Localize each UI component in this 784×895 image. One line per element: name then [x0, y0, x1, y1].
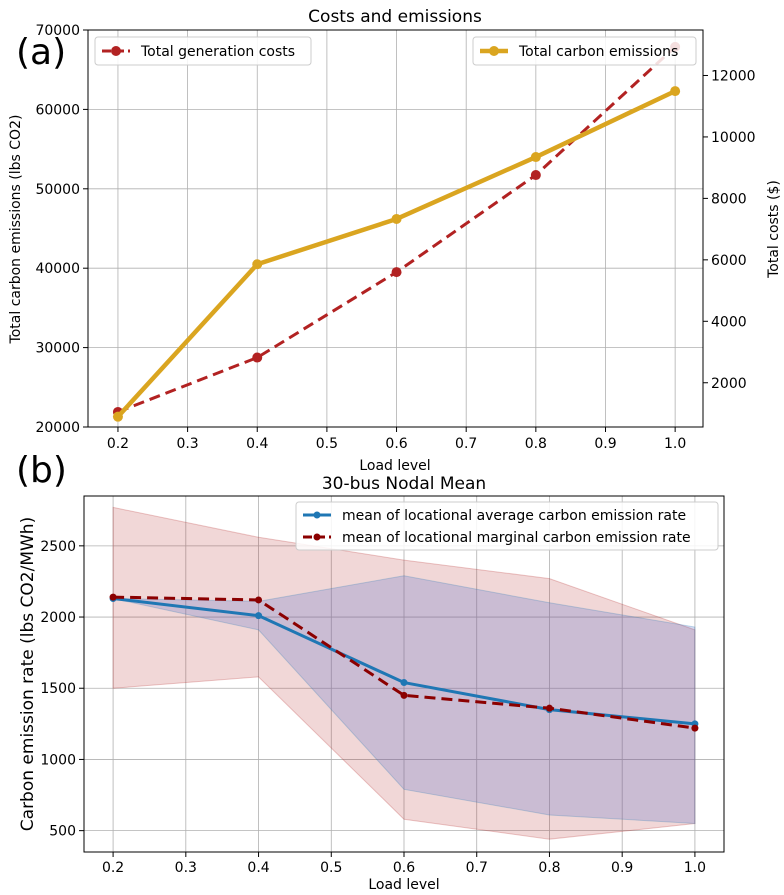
data-point: [112, 411, 123, 422]
chart-b-title: 30-bus Nodal Mean: [322, 474, 486, 494]
legend-marker: [489, 46, 499, 56]
data-point: [255, 612, 263, 620]
y-tick-label: 2000: [40, 610, 76, 626]
y-tick-label-left: 40000: [35, 261, 80, 277]
data-point: [391, 267, 402, 278]
data-point: [255, 596, 263, 604]
legend-marker: [313, 511, 321, 519]
x-tick-label: 0.8: [525, 436, 547, 452]
chart-a-title: Costs and emissions: [308, 7, 482, 27]
chart-b-ticks: 0.2 0.3 0.4 0.5 0.6 0.7 0.8 0.9 1.0 500 1000 1500 20…: [40, 539, 706, 876]
data-point: [400, 691, 408, 699]
x-tick-label: 0.7: [455, 436, 477, 452]
x-tick-label: 0.4: [247, 860, 269, 876]
x-tick-label: 0.8: [538, 860, 560, 876]
legend-label: mean of locational marginal carbon emiss…: [342, 530, 691, 546]
panel-label-a: (a): [16, 32, 66, 73]
legend-label: mean of locational average carbon emissi…: [342, 508, 686, 524]
legend-label: Total generation costs: [140, 44, 295, 60]
chart-b-lines: [109, 593, 699, 732]
data-point: [400, 679, 408, 687]
data-point: [530, 170, 541, 181]
y-tick-label: 2500: [40, 539, 76, 555]
y-tick-label-right: 10000: [711, 130, 756, 146]
x-tick-label: 0.9: [594, 436, 616, 452]
chart-b-grid: [84, 496, 724, 852]
data-point: [670, 86, 681, 97]
y-tick-label: 1500: [40, 681, 76, 697]
x-tick-label: 0.3: [175, 860, 197, 876]
x-tick-label: 0.2: [107, 436, 129, 452]
data-point: [545, 704, 553, 712]
x-tick-label: 0.6: [393, 860, 415, 876]
y-tick-label: 500: [49, 824, 76, 840]
series-line: [113, 595, 696, 730]
chart-a-xlabel: Load level: [359, 458, 430, 474]
x-tick-label: 1.0: [684, 860, 706, 876]
y-tick-label-right: 2000: [711, 376, 747, 392]
legend-box: [295, 501, 719, 551]
chart-b-xlabel: Load level: [368, 877, 439, 893]
y-tick-label-left: 60000: [35, 102, 80, 118]
chart-a-legend: Total generation costs Total carbon emiss…: [94, 36, 697, 66]
data-point: [691, 724, 699, 732]
chart-nodal-mean: (b) 30-bus Nodal Mean 0.2 0.3 0.4 0.5 0.6 0.7…: [16, 450, 725, 893]
data-point: [391, 213, 402, 224]
x-tick-label: 0.7: [466, 860, 488, 876]
x-tick-label: 0.6: [385, 436, 407, 452]
y-tick-label-right: 8000: [711, 191, 747, 207]
chart-a-frame: [87, 29, 704, 428]
confidence-band: [112, 575, 696, 825]
confidence-band: [112, 506, 696, 840]
y-tick-label-left: 20000: [35, 420, 80, 436]
legend-label: Total carbon emissions: [518, 44, 678, 60]
y-tick-label-right: 6000: [711, 253, 747, 269]
panel-label-b: (b): [16, 450, 67, 491]
x-tick-label: 0.5: [316, 436, 338, 452]
chart-a-ylabel-left: Total carbon emissions (lbs CO2): [8, 115, 24, 345]
chart-a-ticks: 0.2 0.3 0.4 0.5 0.6 0.7 0.8 0.9 1.0 20000 30000 400…: [35, 23, 755, 452]
y-tick-label-right: 4000: [711, 314, 747, 330]
y-tick-label: 1000: [40, 752, 76, 768]
data-point: [530, 152, 541, 163]
chart-b-ylabel: Carbon emission rate (lbs CO2/MWh): [18, 517, 38, 831]
chart-b-bands: [112, 506, 696, 840]
legend-marker: [313, 533, 321, 541]
data-point: [109, 593, 117, 601]
x-tick-label: 0.2: [102, 860, 124, 876]
chart-a-lines: [112, 41, 681, 422]
data-point: [252, 259, 263, 270]
y-tick-label-left: 50000: [35, 182, 80, 198]
x-tick-label: 0.9: [611, 860, 633, 876]
x-tick-label: 0.4: [246, 436, 268, 452]
y-tick-label-left: 30000: [35, 341, 80, 357]
y-tick-label-left: 70000: [35, 23, 80, 39]
legend-box: [472, 36, 697, 66]
x-tick-label: 0.5: [320, 860, 342, 876]
chart-a-grid: [88, 29, 703, 428]
chart-b-legend: mean of locational average carbon emissi…: [295, 501, 719, 551]
y-tick-label-right: 12000: [711, 68, 756, 84]
x-tick-label: 1.0: [664, 436, 686, 452]
data-point: [252, 352, 263, 363]
legend-box: [94, 36, 312, 66]
chart-costs-emissions: (a) Costs and emissions 0.2 0.3 0.4 0.5 0.6 0…: [8, 7, 782, 474]
legend-marker: [111, 46, 121, 56]
x-tick-label: 0.3: [176, 436, 198, 452]
chart-a-ylabel-right: Total costs ($): [766, 180, 782, 279]
